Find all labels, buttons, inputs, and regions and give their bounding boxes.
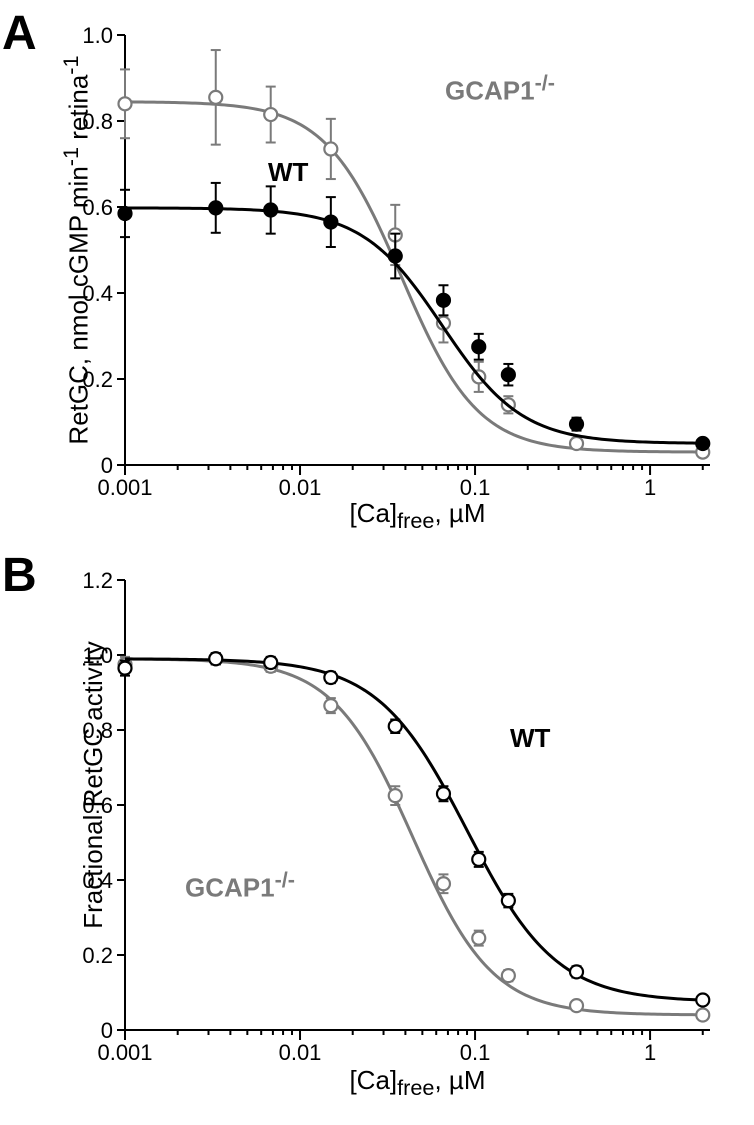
series-label-gcap-a-sup: -/- bbox=[535, 70, 555, 95]
page: A RetGC, nmol cGMP min-1 retina-1 [Ca]fr… bbox=[0, 0, 754, 1125]
y-tick-label: 0.2 bbox=[82, 943, 113, 969]
y-tick-label: 0.4 bbox=[82, 281, 113, 307]
series-label-gcap-b-sup: -/- bbox=[275, 867, 295, 892]
x-tick-label: 0.001 bbox=[95, 475, 155, 501]
x-axis-label-a-text: [Ca] bbox=[349, 498, 397, 528]
y-axis-label-a: RetGC, nmol cGMP min-1 retina-1 bbox=[58, 35, 95, 465]
x-axis-label-b-tail: , µM bbox=[434, 1065, 485, 1095]
y-tick-label: 0.2 bbox=[82, 367, 113, 393]
y-tick-label: 0.4 bbox=[82, 868, 113, 894]
chart-b-svg bbox=[125, 580, 710, 1030]
chart-a bbox=[125, 35, 710, 465]
x-axis-label-b: [Ca]free, µM bbox=[125, 1065, 710, 1101]
series-label-gcap-a-prefix: GCAP1 bbox=[445, 76, 535, 106]
x-axis-label-b-sub: free bbox=[397, 1075, 434, 1100]
y-tick-label: 0.8 bbox=[82, 718, 113, 744]
panel-letter-a: A bbox=[2, 6, 37, 61]
x-axis-label-a-sub: free bbox=[397, 508, 434, 533]
x-axis-label-a-tail: , µM bbox=[434, 498, 485, 528]
x-tick-label: 0.01 bbox=[270, 475, 330, 501]
series-label-wt-a: WT bbox=[268, 157, 308, 188]
x-tick-label: 1 bbox=[620, 1040, 680, 1066]
x-tick-label: 0.01 bbox=[270, 1040, 330, 1066]
chart-a-svg bbox=[125, 35, 710, 465]
x-tick-label: 1 bbox=[620, 475, 680, 501]
x-axis-label-b-text: [Ca] bbox=[349, 1065, 397, 1095]
y-axis-label-a-sup1: -1 bbox=[58, 147, 83, 166]
series-label-wt-b: WT bbox=[510, 723, 550, 754]
y-tick-label: 0.6 bbox=[82, 793, 113, 819]
x-tick-label: 0.1 bbox=[445, 475, 505, 501]
chart-b bbox=[125, 580, 710, 1030]
y-tick-label: 0.8 bbox=[82, 109, 113, 135]
y-tick-label: 1.0 bbox=[82, 23, 113, 49]
panel-letter-b: B bbox=[2, 548, 37, 603]
series-label-gcap-a: GCAP1-/- bbox=[445, 70, 555, 107]
y-tick-label: 1.2 bbox=[82, 568, 113, 594]
series-label-gcap-b: GCAP1-/- bbox=[185, 867, 295, 904]
x-tick-label: 0.1 bbox=[445, 1040, 505, 1066]
series-label-gcap-b-prefix: GCAP1 bbox=[185, 873, 275, 903]
x-tick-label: 0.001 bbox=[95, 1040, 155, 1066]
y-tick-label: 0.6 bbox=[82, 195, 113, 221]
y-tick-label: 1.0 bbox=[82, 643, 113, 669]
x-axis-label-a: [Ca]free, µM bbox=[125, 498, 710, 534]
y-axis-label-a-sup2: -1 bbox=[58, 55, 83, 74]
